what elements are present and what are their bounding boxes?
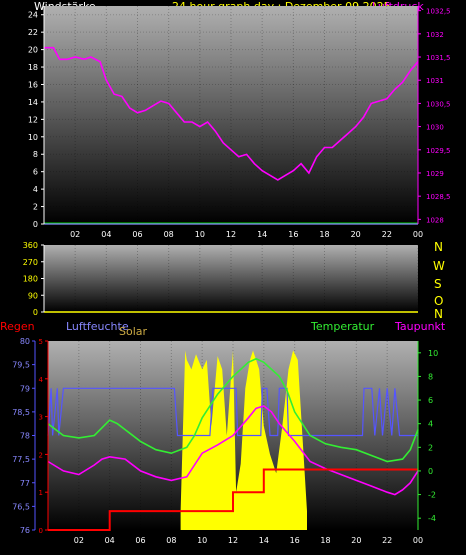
dewpoint-label: Taupunkt [394,320,446,333]
top-x-tick-label: 12 [226,230,236,239]
top-x-tick-label: 04 [101,230,111,239]
bottom-humidity-tick-label: 77,5 [12,455,30,464]
bottom-temp-tick-label: 6 [428,396,433,405]
bottom-humidity-tick-label: 78,5 [12,408,30,417]
solar-area [180,350,307,530]
bottom-temp-tick-label: 10 [428,349,438,358]
top-left-tick-label: 20 [28,46,38,55]
bottom-temp-tick-label: 2 [428,443,433,452]
top-left-tick-label: 16 [28,80,38,89]
temperature-label: Temperatur [310,320,375,333]
top-left-tick-label: 18 [28,63,38,72]
bottom-temp-tick-label: 4 [428,420,433,429]
top-right-tick-label: 1029 [426,170,444,178]
bottom-rain-tick-label: 4 [39,376,44,384]
top-right-tick-label: 1031,5 [426,54,451,62]
bottom-humidity-tick-label: 79,5 [12,361,30,370]
top-left-tick-label: 14 [28,98,38,107]
top-left-tick-label: 2 [33,203,38,212]
bottom-x-tick-label: 14 [259,536,269,545]
bottom-x-tick-label: 08 [166,536,176,545]
humidity-label: Luftfeuchte [66,320,129,333]
middle-left-tick-label: 180 [23,275,38,284]
bottom-rain-tick-label: 3 [39,414,43,422]
top-right-tick-label: 1032 [426,31,444,39]
top-x-tick-label: 10 [195,230,205,239]
rain-label: Regen [0,320,35,333]
bottom-humidity-tick-label: 78 [20,432,30,441]
dewpoint-line [47,405,419,496]
top-right-tick-label: 1030,5 [426,100,451,108]
bottom-x-tick-label: 00 [413,536,423,545]
top-x-tick-label: 02 [70,230,80,239]
bottom-x-tick-label: 04 [105,536,115,545]
bottom-x-tick-label: 06 [135,536,145,545]
middle-left-tick-label: 270 [23,258,38,267]
temperature-line [47,357,419,463]
top-plot-area [44,6,418,224]
top-right-tick-label: 1028,5 [426,193,451,201]
bottom-rain-tick-label: 5 [39,338,43,346]
humidity-line [47,387,418,437]
bottom-humidity-tick-label: 76 [20,526,30,535]
bottom-x-tick-label: 10 [197,536,207,545]
top-left-tick-label: 0 [33,220,38,229]
top-right-tick-label: 1030 [426,124,444,132]
top-left-tick-label: 22 [28,28,38,37]
bottom-humidity-tick-label: 77 [20,479,30,488]
direction-letter-n-top: N [434,240,443,254]
top-left-tick-label: 12 [28,115,38,124]
direction-letter-s: S [434,277,442,291]
top-x-tick-label: 06 [132,230,142,239]
middle-left-tick-label: 90 [28,291,38,300]
top-x-tick-label: 14 [257,230,267,239]
top-x-tick-label: 18 [319,230,329,239]
top-left-tick-label: 24 [28,11,38,20]
bottom-rain-tick-label: 1 [39,489,43,497]
bottom-x-tick-label: 16 [290,536,300,545]
top-right-tick-label: 1031 [426,77,444,85]
middle-left-tick-label: 0 [33,308,38,317]
bottom-temp-tick-label: -4 [428,514,436,523]
top-left-tick-label: 10 [28,133,38,142]
bottom-x-tick-label: 02 [74,536,84,545]
solar-label: Solar [119,325,148,338]
bottom-humidity-tick-label: 76,5 [12,502,30,511]
bottom-temp-tick-label: -2 [428,491,436,500]
direction-letter-o: O [434,294,443,308]
top-left-tick-label: 8 [33,150,38,159]
bottom-x-tick-label: 18 [320,536,330,545]
bottom-temp-tick-label: 0 [428,467,433,476]
middle-left-tick-label: 360 [23,241,38,250]
direction-letter-w: W [433,259,445,273]
bottom-rain-tick-label: 0 [39,527,43,535]
top-x-tick-label: 16 [288,230,298,239]
direction-letter-n-bottom: N [434,307,443,321]
bottom-x-tick-label: 20 [351,536,361,545]
bottom-temp-tick-label: 8 [428,372,433,381]
bottom-humidity-tick-label: 80 [20,337,30,346]
top-right-tick-label: 1028 [426,216,444,224]
top-left-tick-label: 4 [33,185,38,194]
bottom-x-tick-label: 22 [382,536,392,545]
top-right-tick-label: 1032,5 [426,8,451,16]
bottom-rain-tick-label: 2 [39,451,43,459]
pressure-line [44,46,419,181]
top-right-tick-label: 1029,5 [426,147,451,155]
top-x-tick-label: 08 [164,230,174,239]
top-left-tick-label: 6 [33,168,38,177]
top-x-tick-label: 22 [382,230,392,239]
bottom-humidity-tick-label: 79 [20,384,30,393]
top-x-tick-label: 20 [351,230,361,239]
bottom-x-tick-label: 12 [228,536,238,545]
rain-line [48,468,418,531]
top-x-tick-label: 00 [413,230,423,239]
middle-plot-area [44,245,418,312]
